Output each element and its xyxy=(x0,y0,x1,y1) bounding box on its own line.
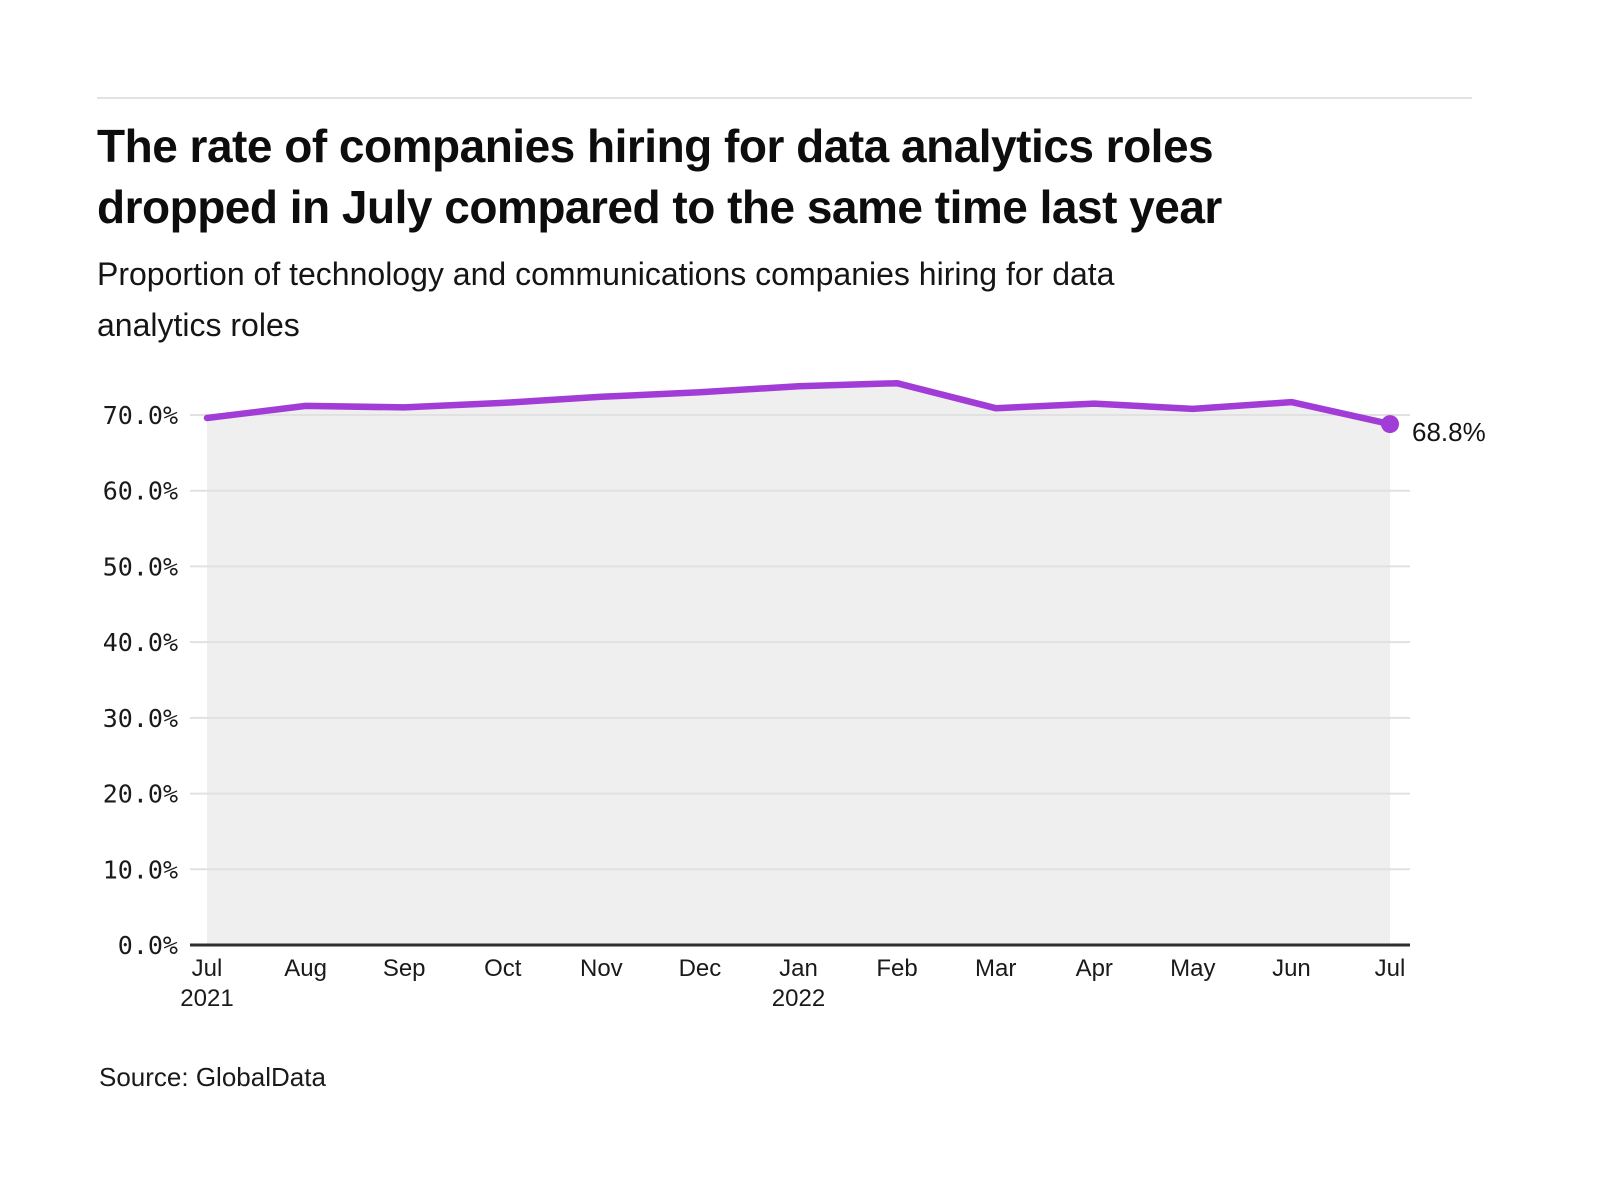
y-tick-label-40: 40.0% xyxy=(103,628,178,657)
end-point-dot xyxy=(1381,415,1399,434)
end-value-label: 68.8% xyxy=(1412,417,1486,447)
source-note: Source: GlobalData xyxy=(99,1062,326,1092)
y-tick-label-0: 0.0% xyxy=(118,931,178,960)
y-tick-label-20: 20.0% xyxy=(103,780,178,809)
series-area-fill xyxy=(207,383,1390,945)
y-tick-label-60: 60.0% xyxy=(103,477,178,506)
top-divider-line xyxy=(97,97,1472,99)
x-tick-label-apr-2022: Apr xyxy=(1076,955,1113,982)
x-tick-label-jun-2022: Jun xyxy=(1272,955,1311,982)
x-tick-label-jul-2022: Jul xyxy=(1375,955,1406,982)
y-tick-label-10: 10.0% xyxy=(103,855,178,884)
x-tick-label-mar-2022: Mar xyxy=(975,955,1016,982)
x-tick-year-label-2022: 2022 xyxy=(772,985,825,1012)
x-tick-label-feb-2022: Feb xyxy=(876,955,917,982)
x-tick-label-may-2022: May xyxy=(1170,955,1215,982)
y-tick-label-70: 70.0% xyxy=(103,401,178,430)
x-tick-label-jul-2021: Jul xyxy=(192,955,223,982)
x-tick-label-dec-2021: Dec xyxy=(679,955,722,982)
y-tick-label-30: 30.0% xyxy=(103,704,178,733)
chart-subtitle: Proportion of technology and communicati… xyxy=(97,249,1497,351)
x-tick-label-oct-2021: Oct xyxy=(484,955,522,982)
y-tick-label-50: 50.0% xyxy=(103,552,178,581)
x-tick-year-label-2021: 2021 xyxy=(180,985,233,1012)
chart-title: The rate of companies hiring for data an… xyxy=(97,116,1497,238)
series-line xyxy=(203,379,1394,428)
chart-subtitle-line-1: Proportion of technology and communicati… xyxy=(97,256,1115,292)
chart-title-line-2: dropped in July compared to the same tim… xyxy=(97,181,1222,233)
x-tick-label-sep-2021: Sep xyxy=(383,955,426,982)
chart-subtitle-line-2: analytics roles xyxy=(97,307,300,343)
x-tick-label-nov-2021: Nov xyxy=(580,955,623,982)
chart-title-line-1: The rate of companies hiring for data an… xyxy=(97,120,1214,172)
x-tick-label-aug-2021: Aug xyxy=(284,955,327,982)
x-tick-label-jan-2022: Jan xyxy=(779,955,818,982)
